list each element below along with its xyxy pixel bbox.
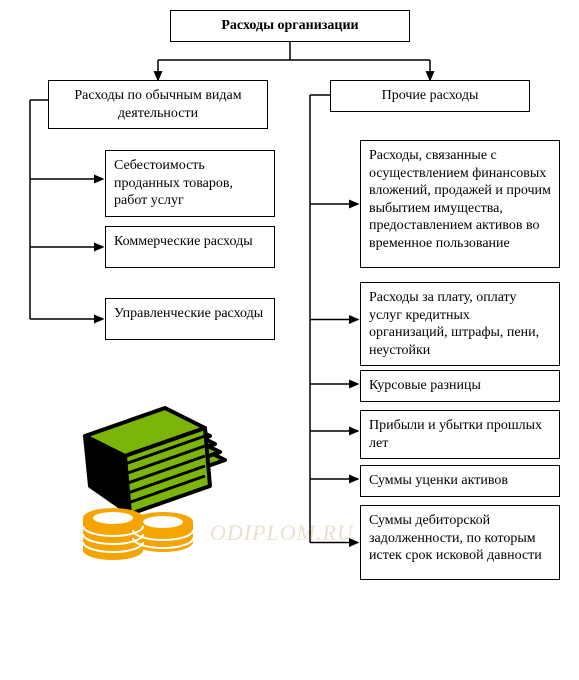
item-box: Управленческие расходы bbox=[105, 298, 275, 340]
item-label: Расходы за плату, оплату услуг кредитных… bbox=[369, 290, 539, 358]
item-label: Коммерческие расходы bbox=[114, 234, 253, 249]
item-box: Суммы дебиторской задолженности, по кото… bbox=[360, 505, 560, 580]
item-label: Расходы, связанные с осуществлением фина… bbox=[369, 148, 551, 251]
root-node: Расходы организации bbox=[170, 10, 410, 42]
branch-ordinary: Расходы по обычным видам деятельности bbox=[48, 80, 268, 129]
item-box: Расходы, связанные с осуществлением фина… bbox=[360, 140, 560, 268]
item-label: Прибыли и убытки прошлых лет bbox=[369, 418, 542, 451]
item-label: Себестоимость проданных товаров, работ у… bbox=[114, 158, 233, 208]
item-label: Курсовые разницы bbox=[369, 378, 481, 393]
item-label: Управленческие расходы bbox=[114, 306, 263, 321]
branch-label: Расходы по обычным видам деятельности bbox=[74, 88, 241, 121]
item-box: Себестоимость проданных товаров, работ у… bbox=[105, 150, 275, 217]
branch-other: Прочие расходы bbox=[330, 80, 530, 112]
root-label: Расходы организации bbox=[221, 18, 358, 33]
diagram-container: Расходы организации Расходы по обычным в… bbox=[10, 10, 569, 670]
item-box: Суммы уценки активов bbox=[360, 465, 560, 497]
item-label: Суммы уценки активов bbox=[369, 473, 508, 488]
item-box: Курсовые разницы bbox=[360, 370, 560, 402]
branch-label: Прочие расходы bbox=[382, 88, 479, 103]
money-icon bbox=[65, 390, 245, 565]
item-box: Прибыли и убытки прошлых лет bbox=[360, 410, 560, 459]
item-box: Расходы за плату, оплату услуг кредитных… bbox=[360, 282, 560, 366]
item-box: Коммерческие расходы bbox=[105, 226, 275, 268]
item-label: Суммы дебиторской задолженности, по кото… bbox=[369, 513, 542, 563]
